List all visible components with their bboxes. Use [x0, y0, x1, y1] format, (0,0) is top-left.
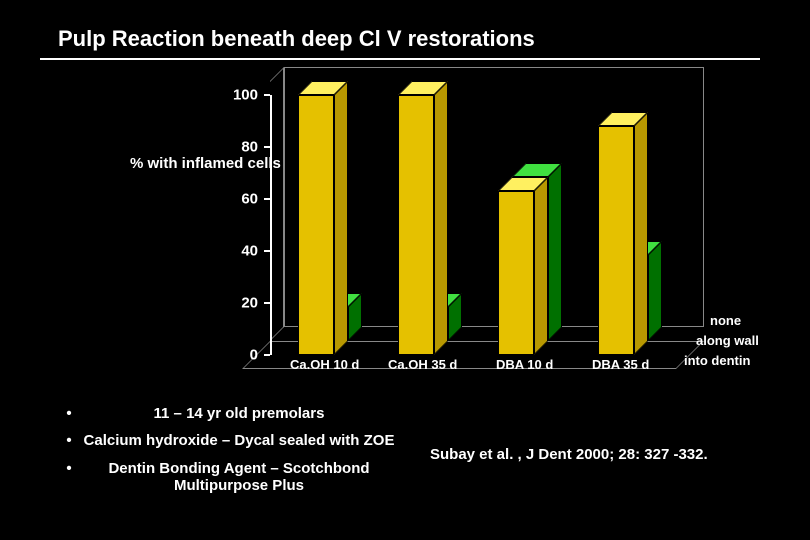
- y-axis: [270, 95, 272, 355]
- x-label: Ca.OH 35 d: [388, 357, 457, 372]
- ytick-label: 60: [241, 191, 258, 208]
- bullet-item: • 11 – 14 yr old premolars: [60, 405, 400, 422]
- bar: [598, 126, 634, 355]
- ytick: [264, 302, 270, 304]
- x-label: Ca.OH 10 d: [290, 357, 359, 372]
- bullet-list: • 11 – 14 yr old premolars • Calcium hyd…: [60, 405, 400, 504]
- bullet-text: Dentin Bonding Agent – Scotchbond Multip…: [78, 460, 400, 495]
- x-label: DBA 10 d: [496, 357, 553, 372]
- depth-label: none: [710, 313, 741, 328]
- y-axis-title: % with inflamed cells: [130, 155, 281, 172]
- x-label: DBA 35 d: [592, 357, 649, 372]
- citation: Subay et al. , J Dent 2000; 28: 327 -332…: [430, 446, 708, 463]
- bullet-item: • Calcium hydroxide – Dycal sealed with …: [60, 432, 400, 449]
- bar: [298, 95, 334, 355]
- bullet-item: • Dentin Bonding Agent – Scotchbond Mult…: [60, 460, 400, 495]
- bullet-dot-icon: •: [60, 460, 78, 495]
- bullet-text: Calcium hydroxide – Dycal sealed with ZO…: [78, 432, 400, 449]
- chart: 0 20 40 60 80 100 % with inflamed cells …: [190, 95, 740, 375]
- bullet-dot-icon: •: [60, 405, 78, 422]
- ytick: [264, 250, 270, 252]
- ytick-label: 20: [241, 295, 258, 312]
- depth-label: along wall: [696, 333, 759, 348]
- ytick: [264, 354, 270, 356]
- bar: [498, 191, 534, 355]
- y-axis-ticks: 0 20 40 60 80 100: [230, 95, 270, 355]
- ytick: [264, 146, 270, 148]
- title-rule: [40, 58, 760, 60]
- bullet-text: 11 – 14 yr old premolars: [78, 405, 400, 422]
- ytick-label: 40: [241, 243, 258, 260]
- slide-title: Pulp Reaction beneath deep Cl V restorat…: [58, 26, 535, 52]
- ytick-label: 0: [250, 347, 258, 364]
- ytick: [264, 198, 270, 200]
- depth-label: into dentin: [684, 353, 750, 368]
- ytick-label: 80: [241, 139, 258, 156]
- ytick: [264, 94, 270, 96]
- bar: [398, 95, 434, 355]
- chart-side-wall: [270, 67, 284, 341]
- bullet-dot-icon: •: [60, 432, 78, 449]
- ytick-label: 100: [233, 87, 258, 104]
